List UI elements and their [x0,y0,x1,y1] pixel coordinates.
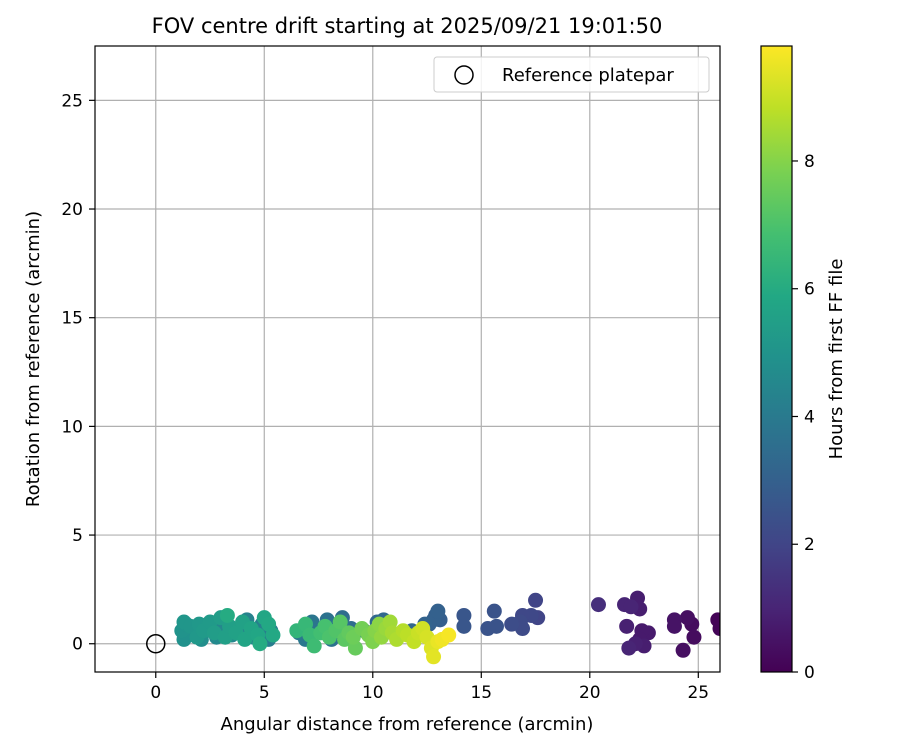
colorbar-tick-label: 8 [804,152,815,172]
colorbar-tick-label: 4 [804,407,815,427]
data-point [306,638,322,654]
colorbar-gradient [760,45,793,673]
y-tick-label: 5 [72,526,83,546]
data-point [623,599,639,615]
data-point [332,614,348,630]
data-point [679,610,695,626]
data-point [480,621,496,637]
data-points [174,590,720,665]
colorbar-ticks: 0 2 4 6 8 [792,152,815,683]
x-tick-label: 25 [687,683,709,703]
y-tick-label: 0 [72,635,83,655]
data-point [456,607,472,623]
plot-frame [94,45,721,673]
legend-label: Reference platepar [502,65,674,86]
chart-title: FOV centre drift starting at 2025/09/21 … [152,14,663,38]
y-tick-label: 15 [61,309,83,329]
data-point [666,618,682,634]
x-tick-label: 20 [579,683,601,703]
data-point [528,592,544,608]
data-point [219,607,235,623]
reference-platepar-marker [146,633,166,654]
data-point [237,631,253,647]
colorbar-tick-label: 6 [804,280,815,300]
legend: Reference platepar [433,56,710,93]
x-ticks: 0 5 10 15 20 25 [150,672,709,703]
y-ticks: 0 5 10 15 20 25 [61,91,95,655]
data-point [441,627,457,643]
legend-marker [454,65,474,85]
x-axis-label: Angular distance from reference (arcmin) [221,714,594,735]
data-point [504,616,520,632]
y-tick-label: 10 [61,417,83,437]
data-point [456,618,472,634]
data-point [712,621,720,637]
x-tick-label: 0 [150,683,161,703]
data-point [486,603,502,619]
x-tick-label: 15 [470,683,492,703]
x-tick-label: 10 [362,683,384,703]
colorbar-tick-label: 2 [804,535,815,555]
y-axis-label: Rotation from reference (arcmin) [23,211,44,507]
data-point [619,618,635,634]
colorbar-tick-label: 0 [804,663,815,683]
grid-lines [95,46,720,672]
colorbar: 0 2 4 6 8 Hours from first FF file [760,45,847,683]
y-tick-label: 25 [61,91,83,111]
data-point [252,636,268,652]
data-point [590,597,606,613]
data-point [430,603,446,619]
data-point [675,642,691,658]
legend-box [433,56,710,93]
data-point [265,627,281,643]
data-point [426,649,442,665]
data-point [686,629,702,645]
colorbar-label: Hours from first FF file [826,259,847,460]
data-point [621,640,637,656]
y-tick-label: 20 [61,200,83,220]
x-tick-label: 5 [259,683,270,703]
